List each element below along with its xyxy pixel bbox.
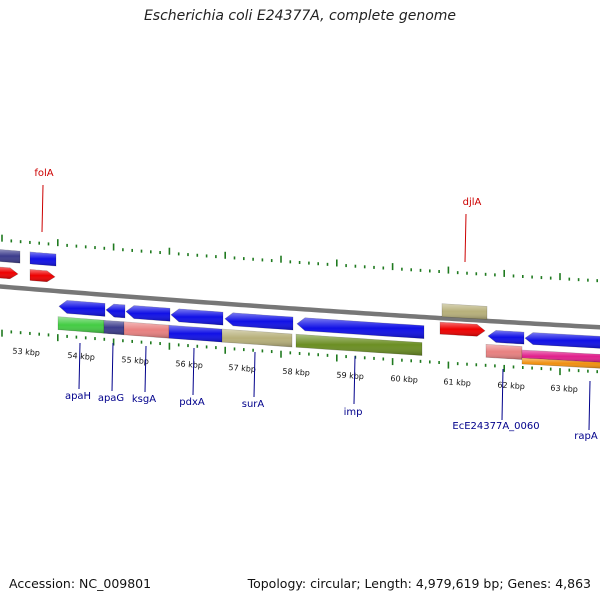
gene-label-line bbox=[111, 342, 114, 392]
genes-label: Genes: bbox=[507, 576, 552, 591]
gene-feature-sheen bbox=[0, 267, 18, 279]
kbp-tick-label: 63 kbp bbox=[550, 384, 578, 395]
gene-feature-sheen bbox=[126, 305, 170, 322]
gene-label-rapA: rapA bbox=[574, 431, 598, 442]
kbp-tick-label: 59 kbp bbox=[336, 370, 364, 381]
gene-label-EcE24377A_0060: EcE24377A_0060 bbox=[452, 421, 539, 432]
gene-feature-sheen bbox=[169, 325, 222, 343]
gene-feature-sheen bbox=[222, 329, 292, 347]
kbp-tick-label: 53 kbp bbox=[12, 347, 40, 358]
gene-label-apaG: apaG bbox=[98, 393, 124, 404]
gene-label-line bbox=[78, 342, 81, 390]
length-label: Length: bbox=[364, 576, 412, 591]
gene-feature-sheen bbox=[486, 344, 522, 360]
gene-feature-sheen bbox=[30, 269, 55, 282]
gene-label-line bbox=[353, 355, 356, 405]
kbp-tick-label: 56 kbp bbox=[175, 359, 203, 370]
gene-label-surA: surA bbox=[242, 399, 265, 410]
gene-feature-sheen bbox=[104, 320, 124, 335]
gene-label-djlA: djlA bbox=[463, 197, 482, 208]
gene-feature-sheen bbox=[0, 249, 20, 264]
gene-label-folA: folA bbox=[34, 168, 53, 179]
kbp-tick-label: 58 kbp bbox=[282, 367, 310, 378]
gene-labels: 53 kbp 54 kbp 55 kbp 56 kbp 57 kbp 58 kbp 59 k… bbox=[12, 168, 598, 442]
topology-value: circular bbox=[310, 576, 357, 591]
gene-label-line bbox=[588, 380, 591, 431]
accession-value: NC_009801 bbox=[79, 576, 152, 591]
backbone-line bbox=[0, 284, 600, 330]
gene-feature-sheen bbox=[30, 251, 56, 266]
tick-marks bbox=[1, 234, 599, 376]
gene-feature-sheen bbox=[225, 312, 293, 330]
gene-label-line bbox=[192, 347, 195, 396]
genome-backbone bbox=[0, 284, 600, 330]
kbp-tick-label: 54 kbp bbox=[67, 351, 95, 362]
gene-label-imp: imp bbox=[344, 407, 363, 418]
gene-feature-sheen bbox=[171, 308, 223, 326]
gene-label-apaH: apaH bbox=[65, 391, 91, 402]
accession-label: Accession: bbox=[9, 576, 76, 591]
kbp-tick-label: 61 kbp bbox=[443, 377, 471, 388]
gene-feature-sheen bbox=[124, 321, 169, 339]
kbp-tick-label: 55 kbp bbox=[121, 355, 149, 366]
gene-feature-sheen bbox=[522, 350, 600, 363]
gene-label-ksgA: ksgA bbox=[132, 394, 156, 405]
gene-label-line bbox=[501, 368, 504, 421]
gene-label-line bbox=[253, 351, 256, 398]
length-value: 4,979,619 bp bbox=[415, 576, 500, 591]
gene-feature-sheen bbox=[106, 304, 125, 318]
genome-stats: Topology: circular; Length: 4,979,619 bp… bbox=[247, 576, 591, 591]
gene-label-line bbox=[464, 213, 467, 263]
kbp-tick-label: 60 kbp bbox=[390, 374, 418, 385]
gene-label-line bbox=[41, 184, 44, 233]
gene-feature-sheen bbox=[488, 330, 524, 345]
gene-feature-sheen bbox=[522, 358, 600, 369]
page-title: Escherichia coli E24377A, complete genom… bbox=[143, 8, 457, 24]
gene-feature-sheen bbox=[59, 300, 105, 317]
gene-label-pdxA: pdxA bbox=[179, 397, 205, 408]
gene-feature-sheen bbox=[58, 316, 104, 334]
gene-label-line bbox=[144, 345, 147, 393]
genes-value: 4,863 bbox=[555, 576, 591, 591]
gene-feature-sheen bbox=[440, 322, 485, 337]
accession-info: Accession: NC_009801 bbox=[9, 576, 151, 591]
kbp-tick-label: 57 kbp bbox=[228, 363, 256, 374]
kbp-tick-label: 62 kbp bbox=[497, 381, 525, 392]
gene-feature-sheen bbox=[296, 334, 422, 356]
gene-feature-sheen bbox=[525, 332, 600, 349]
gene-features bbox=[0, 249, 600, 369]
gene-feature-sheen bbox=[297, 317, 424, 339]
gene-feature-sheen bbox=[442, 303, 487, 320]
topology-label: Topology: bbox=[247, 576, 307, 591]
